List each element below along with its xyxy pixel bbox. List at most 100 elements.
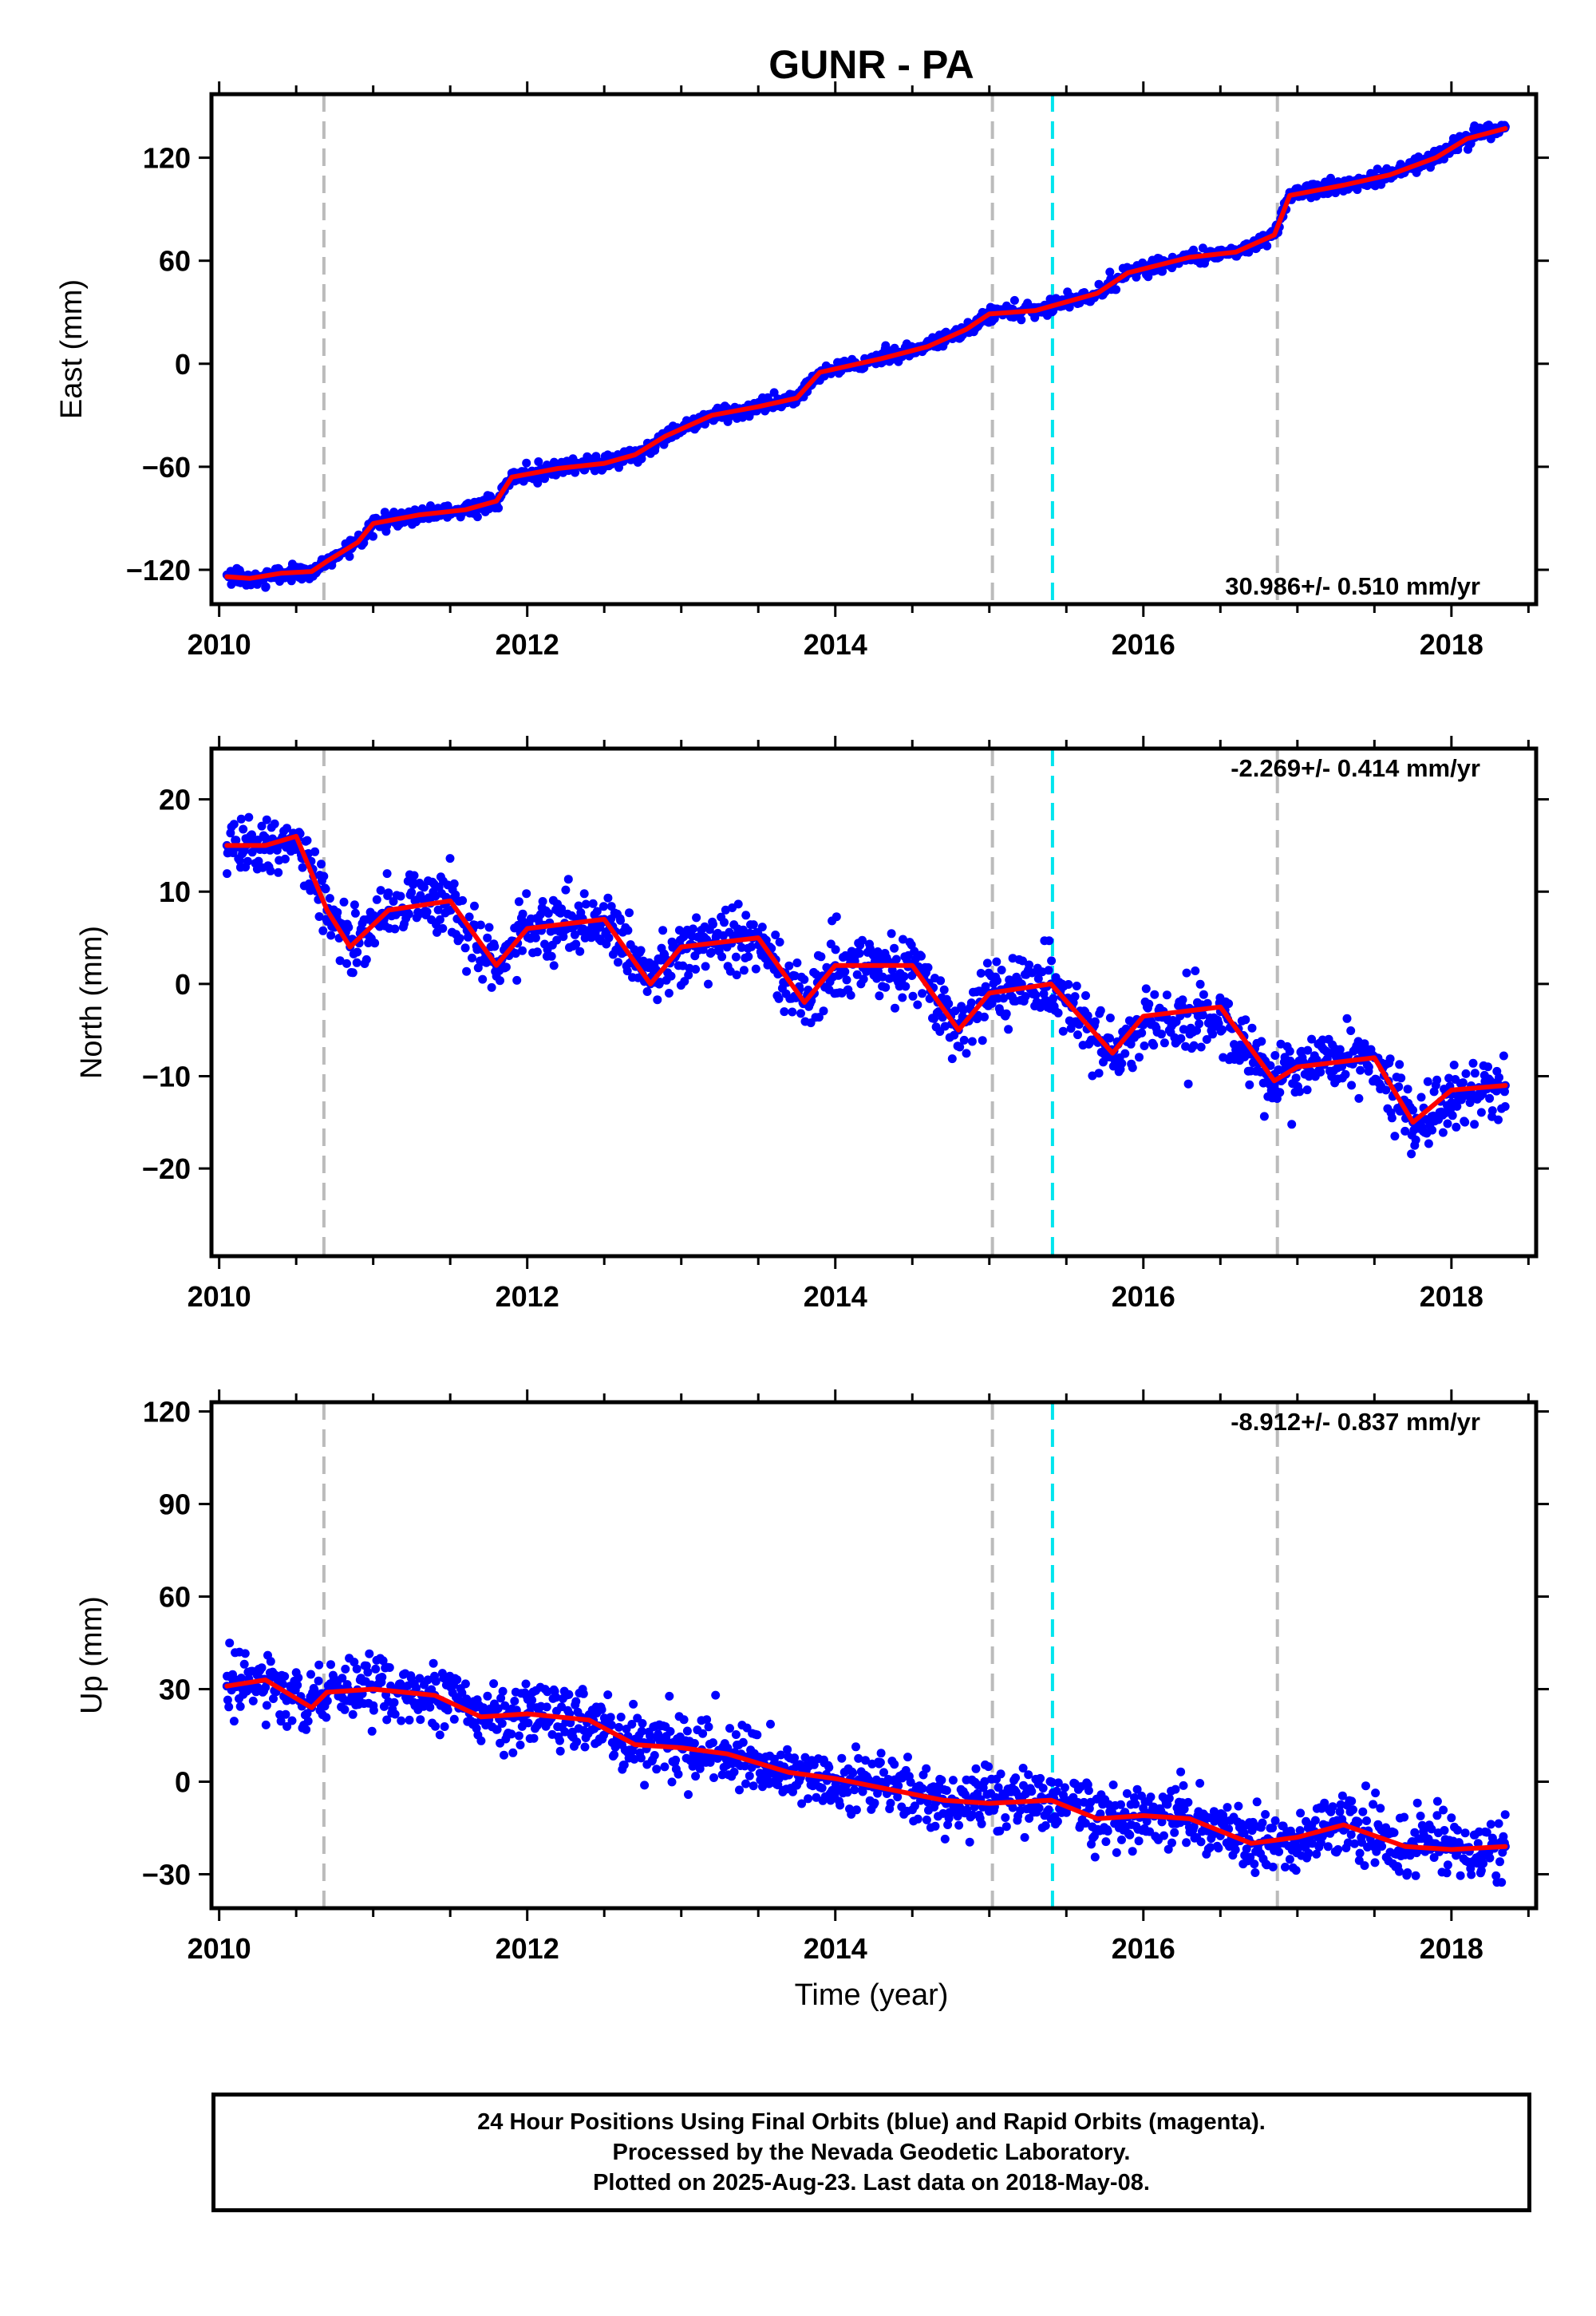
position-point — [1371, 1788, 1381, 1798]
position-point — [261, 1682, 271, 1692]
position-point — [1460, 1117, 1470, 1127]
position-point — [266, 866, 275, 875]
y-tick-label: 0 — [175, 348, 191, 381]
position-point — [861, 1756, 870, 1765]
position-point — [1491, 1871, 1501, 1880]
position-point — [1335, 1807, 1345, 1816]
position-point — [1164, 1793, 1174, 1803]
position-point — [1320, 1798, 1329, 1808]
position-point — [371, 1664, 381, 1674]
x-tick-label: 2016 — [1112, 1280, 1175, 1313]
position-point — [514, 1731, 523, 1741]
position-point — [843, 1788, 852, 1797]
position-point — [1195, 979, 1205, 989]
position-point — [405, 1715, 414, 1725]
y-tick-label: 90 — [159, 1488, 191, 1521]
position-point — [498, 1686, 508, 1696]
position-point — [1108, 1053, 1117, 1062]
position-point — [470, 901, 479, 911]
position-point — [1443, 1119, 1452, 1128]
position-point — [936, 976, 946, 986]
position-point — [407, 887, 417, 897]
position-point — [980, 1012, 989, 1022]
position-point — [431, 1677, 440, 1686]
position-point — [501, 962, 511, 972]
model-fit-line — [224, 126, 1508, 581]
position-point — [310, 847, 320, 856]
position-point — [496, 1694, 506, 1703]
position-point — [1460, 1828, 1470, 1838]
position-point — [774, 994, 784, 1003]
position-point — [1432, 1811, 1442, 1820]
position-point — [709, 919, 717, 929]
position-point — [691, 1772, 701, 1781]
position-point — [1336, 1800, 1345, 1809]
position-point — [247, 830, 256, 840]
position-point — [306, 1670, 315, 1679]
position-point — [1407, 1149, 1416, 1159]
position-point — [1443, 1860, 1452, 1870]
position-point — [962, 1049, 971, 1058]
position-point — [560, 1727, 570, 1737]
y-axis-label: Up (mm) — [75, 1596, 109, 1714]
position-point — [1033, 974, 1043, 983]
position-point — [625, 908, 634, 918]
position-point — [1146, 1792, 1156, 1802]
position-point — [1020, 1832, 1029, 1842]
position-point — [1183, 1079, 1193, 1089]
position-point — [1337, 1791, 1347, 1800]
position-point — [717, 1770, 727, 1780]
position-point — [1408, 1105, 1418, 1115]
position-point — [1073, 1798, 1083, 1807]
position-point — [376, 886, 385, 895]
position-point — [660, 1762, 670, 1772]
position-point — [1182, 968, 1191, 978]
y-tick-label: 10 — [159, 875, 191, 908]
position-point — [261, 1720, 271, 1729]
position-point — [1198, 243, 1207, 253]
position-point — [353, 947, 362, 957]
position-point — [239, 1659, 249, 1669]
position-point — [318, 926, 328, 935]
position-point — [369, 532, 377, 541]
position-point — [1308, 1839, 1317, 1848]
position-point — [1376, 1804, 1385, 1813]
position-point — [1099, 1057, 1108, 1067]
position-point — [1473, 1839, 1483, 1848]
position-point — [580, 1742, 590, 1752]
position-point — [954, 1820, 964, 1830]
position-point — [891, 954, 901, 964]
position-point — [487, 982, 496, 992]
position-point — [1224, 999, 1234, 1009]
position-point — [993, 976, 1001, 986]
position-point — [571, 939, 581, 949]
position-point — [235, 1701, 245, 1711]
position-point — [1041, 995, 1050, 1005]
position-point — [236, 814, 246, 824]
position-point — [642, 987, 652, 996]
position-point — [1034, 1804, 1044, 1812]
position-point — [1191, 966, 1200, 975]
position-point — [1295, 1087, 1305, 1097]
position-point — [855, 949, 864, 958]
position-point — [396, 891, 405, 901]
position-point — [720, 918, 729, 927]
position-point — [1025, 960, 1034, 970]
position-point — [1017, 315, 1026, 325]
position-point — [262, 815, 271, 824]
position-point — [302, 836, 312, 845]
position-point — [848, 1769, 858, 1778]
position-point — [1159, 1831, 1168, 1840]
y-tick-label: −10 — [142, 1061, 191, 1093]
position-point — [1031, 990, 1041, 1000]
position-point — [341, 1664, 350, 1674]
position-point — [422, 907, 432, 917]
velocity-annotation: 30.986+/- 0.510 mm/yr — [1225, 572, 1480, 600]
position-point — [464, 912, 474, 922]
position-point — [976, 969, 986, 978]
position-point — [1390, 1132, 1400, 1141]
position-point — [1354, 1093, 1364, 1103]
position-point — [1427, 1824, 1436, 1834]
position-point — [955, 1042, 965, 1052]
position-point — [780, 1007, 789, 1017]
